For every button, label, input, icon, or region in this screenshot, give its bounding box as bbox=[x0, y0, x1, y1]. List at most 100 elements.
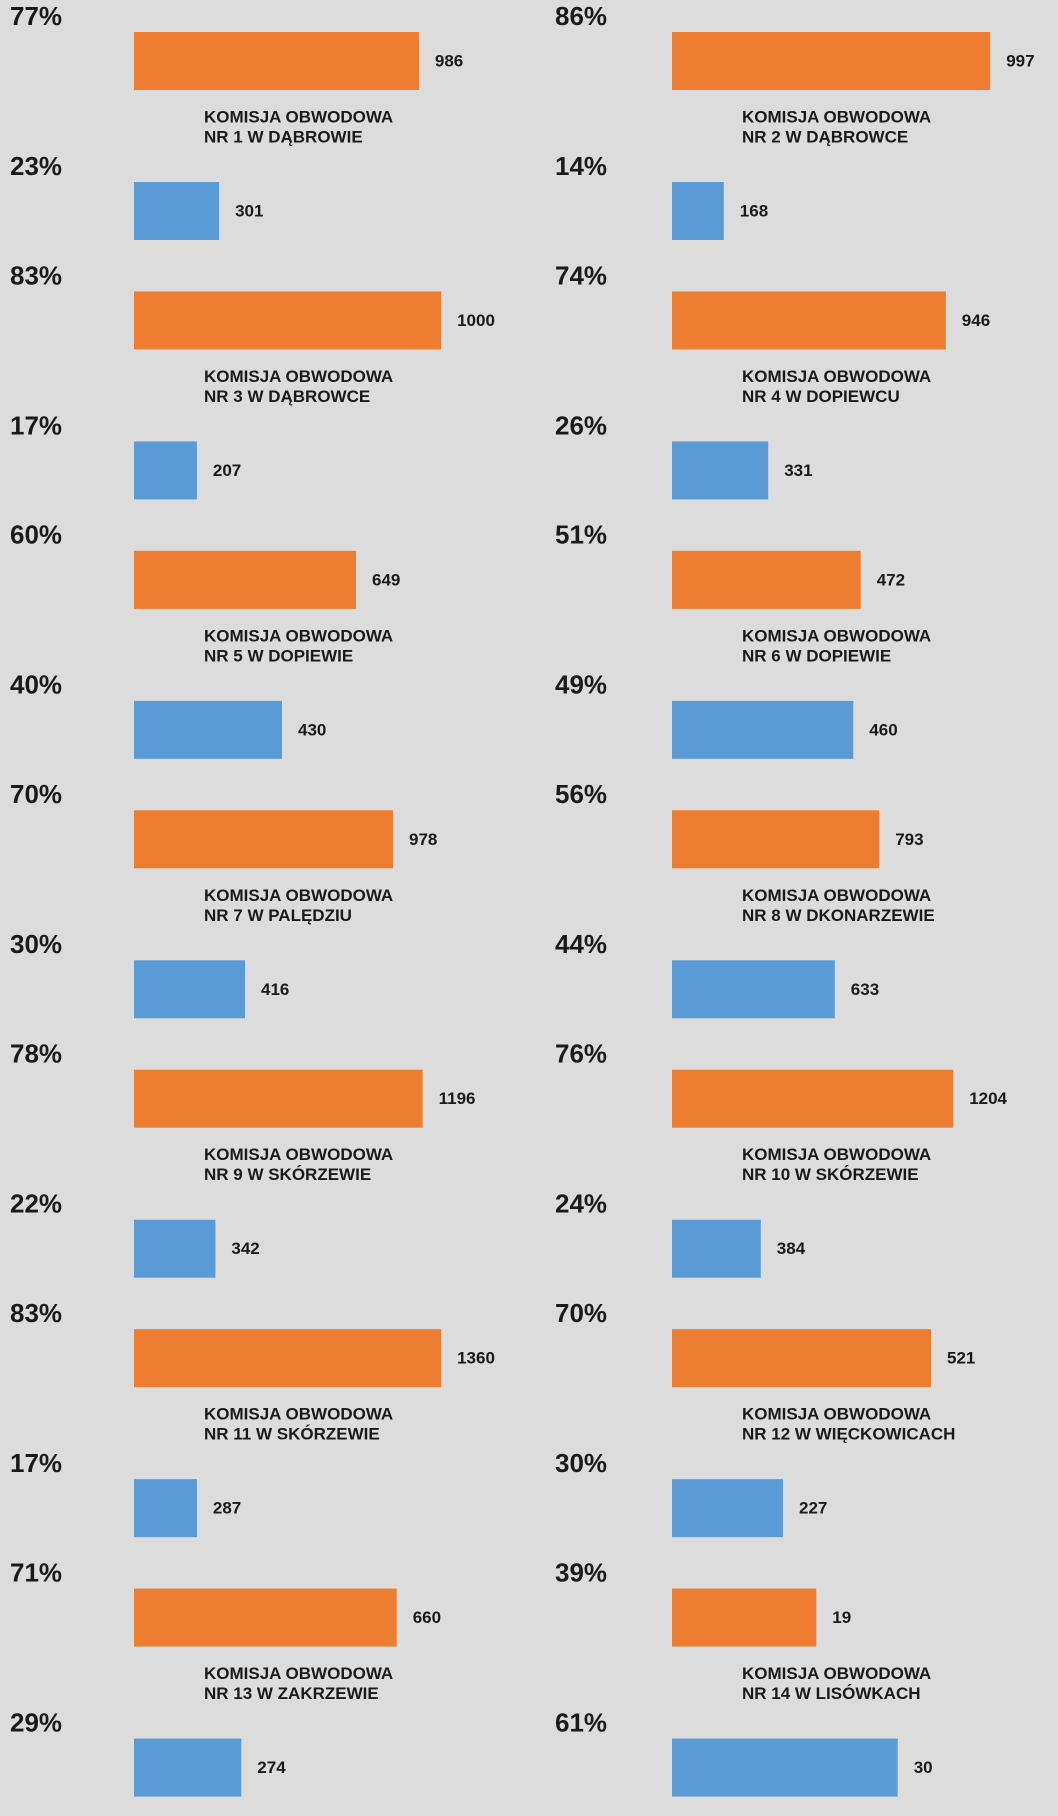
count-label: 342 bbox=[231, 1239, 259, 1258]
panel-title: KOMISJA OBWODOWA bbox=[204, 626, 393, 645]
panel-title: NR 11 W SKÓRZEWIE bbox=[204, 1425, 380, 1444]
panel-title: KOMISJA OBWODOWA bbox=[204, 367, 393, 386]
percent-label: 49% bbox=[555, 670, 607, 700]
panel-title: KOMISJA OBWODOWA bbox=[742, 107, 931, 126]
percent-label: 40% bbox=[10, 670, 62, 700]
bar bbox=[134, 1738, 242, 1797]
count-label: 978 bbox=[409, 830, 437, 849]
bar bbox=[672, 32, 991, 90]
count-label: 997 bbox=[1006, 51, 1034, 70]
count-label: 168 bbox=[740, 201, 768, 220]
panel-title: KOMISJA OBWODOWA bbox=[204, 1405, 393, 1424]
bar bbox=[134, 700, 282, 759]
panel-title: NR 10 W SKÓRZEWIE bbox=[742, 1165, 919, 1184]
panel-title: KOMISJA OBWODOWA bbox=[204, 1145, 393, 1164]
panel-title: KOMISJA OBWODOWA bbox=[742, 886, 931, 905]
bar bbox=[672, 182, 724, 240]
bar bbox=[134, 291, 442, 350]
bar bbox=[672, 1479, 783, 1538]
count-label: 207 bbox=[213, 461, 241, 480]
percent-label: 29% bbox=[10, 1707, 62, 1737]
percent-label: 83% bbox=[10, 260, 62, 290]
panel-title: NR 2 W DĄBROWCE bbox=[742, 127, 908, 146]
percent-label: 83% bbox=[10, 1298, 62, 1328]
panel-title: KOMISJA OBWODOWA bbox=[742, 1664, 931, 1683]
percent-label: 74% bbox=[555, 260, 607, 290]
count-label: 331 bbox=[784, 461, 812, 480]
count-label: 460 bbox=[869, 720, 897, 739]
bar bbox=[672, 550, 861, 609]
count-label: 416 bbox=[261, 980, 289, 999]
count-label: 30 bbox=[914, 1758, 933, 1777]
count-label: 649 bbox=[372, 570, 400, 589]
panel-title: KOMISJA OBWODOWA bbox=[742, 1405, 931, 1424]
panel-title: KOMISJA OBWODOWA bbox=[742, 1145, 931, 1164]
panel-title: NR 12 W WIĘCKOWICACH bbox=[742, 1425, 955, 1444]
percent-label: 14% bbox=[555, 151, 607, 181]
bar bbox=[672, 810, 880, 869]
percent-label: 51% bbox=[555, 520, 607, 550]
count-label: 1196 bbox=[439, 1089, 476, 1108]
percent-label: 30% bbox=[555, 1448, 607, 1478]
percent-label: 44% bbox=[555, 929, 607, 959]
bar bbox=[134, 1588, 397, 1647]
bar bbox=[672, 1738, 898, 1797]
count-label: 274 bbox=[257, 1758, 286, 1777]
count-label: 633 bbox=[851, 980, 879, 999]
percent-label: 23% bbox=[10, 151, 62, 181]
bar bbox=[134, 1069, 423, 1128]
panel-title: NR 8 W DKONARZEWIE bbox=[742, 906, 935, 925]
panel-title: NR 7 W PALĘDZIU bbox=[204, 906, 352, 925]
count-label: 472 bbox=[877, 570, 905, 589]
count-label: 301 bbox=[235, 201, 263, 220]
panel-title: KOMISJA OBWODOWA bbox=[204, 886, 393, 905]
panel-title: NR 1 W DĄBROWIE bbox=[204, 127, 363, 146]
panel-title: NR 5 W DOPIEWIE bbox=[204, 646, 353, 665]
count-label: 430 bbox=[298, 720, 326, 739]
count-label: 986 bbox=[435, 51, 463, 70]
count-label: 660 bbox=[413, 1608, 441, 1627]
panel-title: KOMISJA OBWODOWA bbox=[742, 626, 931, 645]
bar bbox=[134, 1479, 197, 1538]
percent-label: 60% bbox=[10, 520, 62, 550]
count-label: 793 bbox=[895, 830, 923, 849]
bar bbox=[672, 1329, 931, 1388]
panel-title: NR 13 W ZAKRZEWIE bbox=[204, 1684, 379, 1703]
panel-title: KOMISJA OBWODOWA bbox=[742, 367, 931, 386]
count-label: 1204 bbox=[969, 1089, 1007, 1108]
count-label: 521 bbox=[947, 1349, 975, 1368]
panel-title: NR 3 W DĄBROWCE bbox=[204, 387, 370, 406]
percent-label: 26% bbox=[555, 410, 607, 440]
percent-label: 39% bbox=[555, 1557, 607, 1587]
percent-label: 17% bbox=[10, 1448, 62, 1478]
percent-label: 77% bbox=[10, 1, 62, 31]
bar bbox=[672, 960, 835, 1019]
panel-title: NR 4 W DOPIEWCU bbox=[742, 387, 900, 406]
percent-label: 78% bbox=[10, 1039, 62, 1069]
bar bbox=[134, 32, 419, 90]
percent-label: 70% bbox=[10, 779, 62, 809]
percent-label: 61% bbox=[555, 1707, 607, 1737]
bar bbox=[672, 291, 946, 350]
panel-title: NR 14 W LISÓWKACH bbox=[742, 1684, 921, 1703]
bar bbox=[134, 1329, 442, 1388]
count-label: 384 bbox=[777, 1239, 806, 1258]
percent-label: 76% bbox=[555, 1039, 607, 1069]
count-label: 1000 bbox=[457, 311, 495, 330]
bar bbox=[134, 550, 356, 609]
bar bbox=[672, 700, 854, 759]
percent-label: 30% bbox=[10, 929, 62, 959]
percent-label: 56% bbox=[555, 779, 607, 809]
count-label: 1360 bbox=[457, 1349, 495, 1368]
percent-label: 17% bbox=[10, 410, 62, 440]
percent-label: 22% bbox=[10, 1189, 62, 1219]
bar bbox=[134, 810, 393, 869]
percent-label: 71% bbox=[10, 1557, 62, 1587]
panel-title: NR 6 W DOPIEWIE bbox=[742, 646, 891, 665]
bar bbox=[134, 960, 245, 1019]
panel-title: NR 9 W SKÓRZEWIE bbox=[204, 1165, 371, 1184]
bar bbox=[134, 1219, 216, 1278]
bar bbox=[672, 1588, 817, 1647]
bar bbox=[672, 441, 769, 500]
